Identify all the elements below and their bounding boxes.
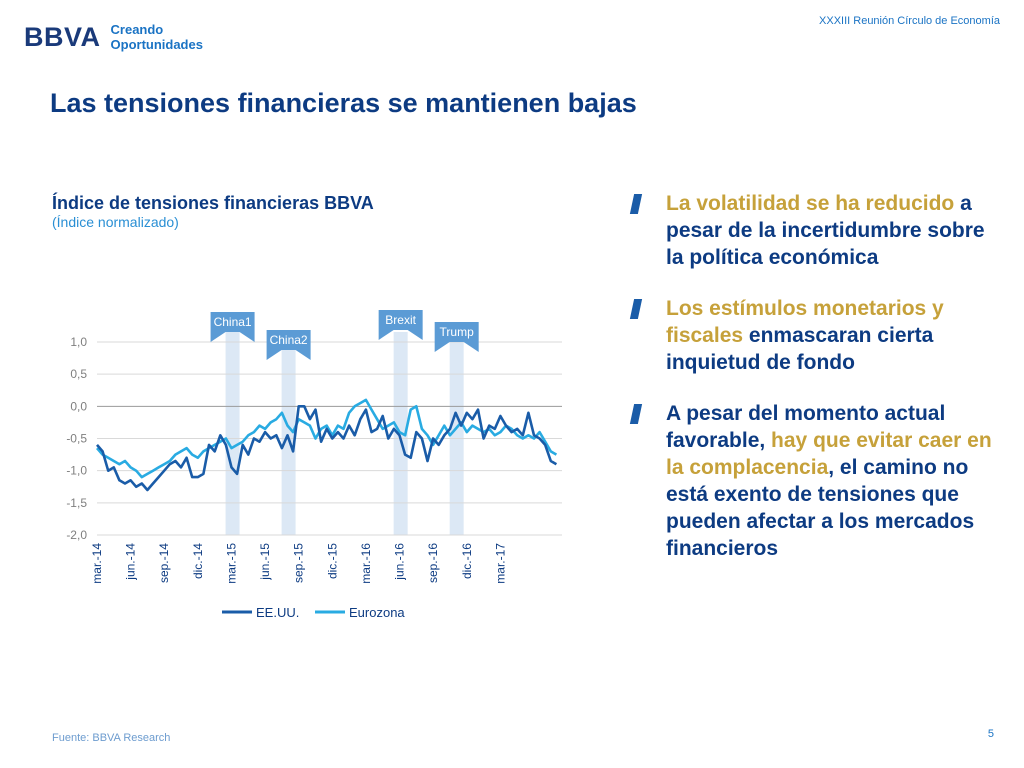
logo-tagline-line-1: Creando	[110, 22, 164, 37]
bullet-icon	[629, 299, 643, 319]
bbva-logo: BBVA Creando Oportunidades	[24, 22, 203, 52]
key-point-3: A pesar del momento actual favorable, ha…	[629, 400, 1000, 562]
event-label: China2	[270, 333, 308, 347]
event-label: Brexit	[385, 313, 416, 327]
key-point-2: Los estímulos monetarios y fiscales enma…	[629, 295, 1000, 376]
key-point-text: Los estímulos monetarios y fiscales	[666, 297, 944, 347]
event-flag	[210, 312, 255, 342]
key-point-1: La volatilidad se ha reducido a pesar de…	[629, 190, 1000, 271]
series-line-usa	[96, 404, 558, 492]
series-line-eurozone	[96, 398, 558, 479]
key-point-text: hay que evitar caer en la complacencia	[666, 429, 992, 479]
y-tick-label: 0,5	[70, 367, 87, 381]
event-band	[225, 332, 240, 535]
event-flag	[434, 322, 479, 352]
event-label: China1	[214, 315, 252, 329]
logo-tagline: Creando Oportunidades	[111, 22, 203, 52]
key-points-list: La volatilidad se ha reducido a pesar de…	[629, 190, 1000, 586]
y-tick-label: -2,0	[66, 528, 87, 542]
x-tick-label: jun.-14	[124, 543, 138, 581]
bullet-icon	[629, 194, 643, 214]
event-flag	[266, 330, 311, 360]
x-tick-label: sep.-14	[157, 543, 171, 583]
x-tick-label: dic.-15	[325, 543, 339, 579]
x-tick-label: mar.-14	[90, 543, 104, 584]
key-point-text: a pesar de la incertidumbre sobre la pol…	[666, 192, 985, 269]
event-flag	[378, 310, 423, 340]
bbva-logo-mark: BBVA	[24, 21, 101, 52]
x-tick-label: dic.-14	[191, 543, 205, 579]
y-tick-label: -1,0	[66, 464, 87, 478]
bullet-icon	[629, 404, 643, 424]
chart-title: Índice de tensiones financieras BBVA	[52, 193, 374, 213]
x-tick-label: mar.-15	[224, 543, 238, 584]
x-tick-label: dic.-16	[460, 543, 474, 579]
legend-label-eurozone: Eurozona	[349, 605, 405, 620]
logo-tagline-line-2: Oportunidades	[110, 37, 203, 52]
event-name: XXXIII Reunión Círculo de Economía	[819, 15, 1000, 27]
key-point-text: , el camino no está exento de tensiones …	[666, 456, 975, 560]
key-point-text: A pesar del momento actual favorable,	[666, 402, 946, 452]
y-tick-label: 1,0	[70, 335, 87, 349]
key-point-text: enmascaran cierta inquietud de fondo	[666, 324, 934, 374]
source-note: Fuente: BBVA Research	[52, 732, 171, 744]
event-band	[449, 332, 464, 535]
x-tick-label: jun.-16	[393, 543, 407, 581]
x-tick-label: mar.-17	[493, 543, 507, 584]
y-tick-label: -1,5	[66, 496, 87, 510]
key-point-text: La volatilidad se ha reducido	[666, 192, 955, 215]
page-number: 5	[987, 728, 994, 740]
x-tick-label: mar.-16	[359, 543, 373, 584]
legend-label-usa: EE.UU.	[256, 605, 299, 620]
event-label: Trump	[440, 325, 475, 339]
event-band	[281, 332, 296, 535]
x-tick-label: sep.-15	[292, 543, 306, 583]
slide-title: Las tensiones financieras se mantienen b…	[50, 88, 637, 118]
x-tick-label: sep.-16	[426, 543, 440, 583]
y-tick-label: 0,0	[70, 399, 87, 413]
y-tick-label: -0,5	[66, 432, 87, 446]
x-tick-label: jun.-15	[258, 543, 272, 581]
chart-subtitle: (Índice normalizado)	[52, 214, 179, 230]
